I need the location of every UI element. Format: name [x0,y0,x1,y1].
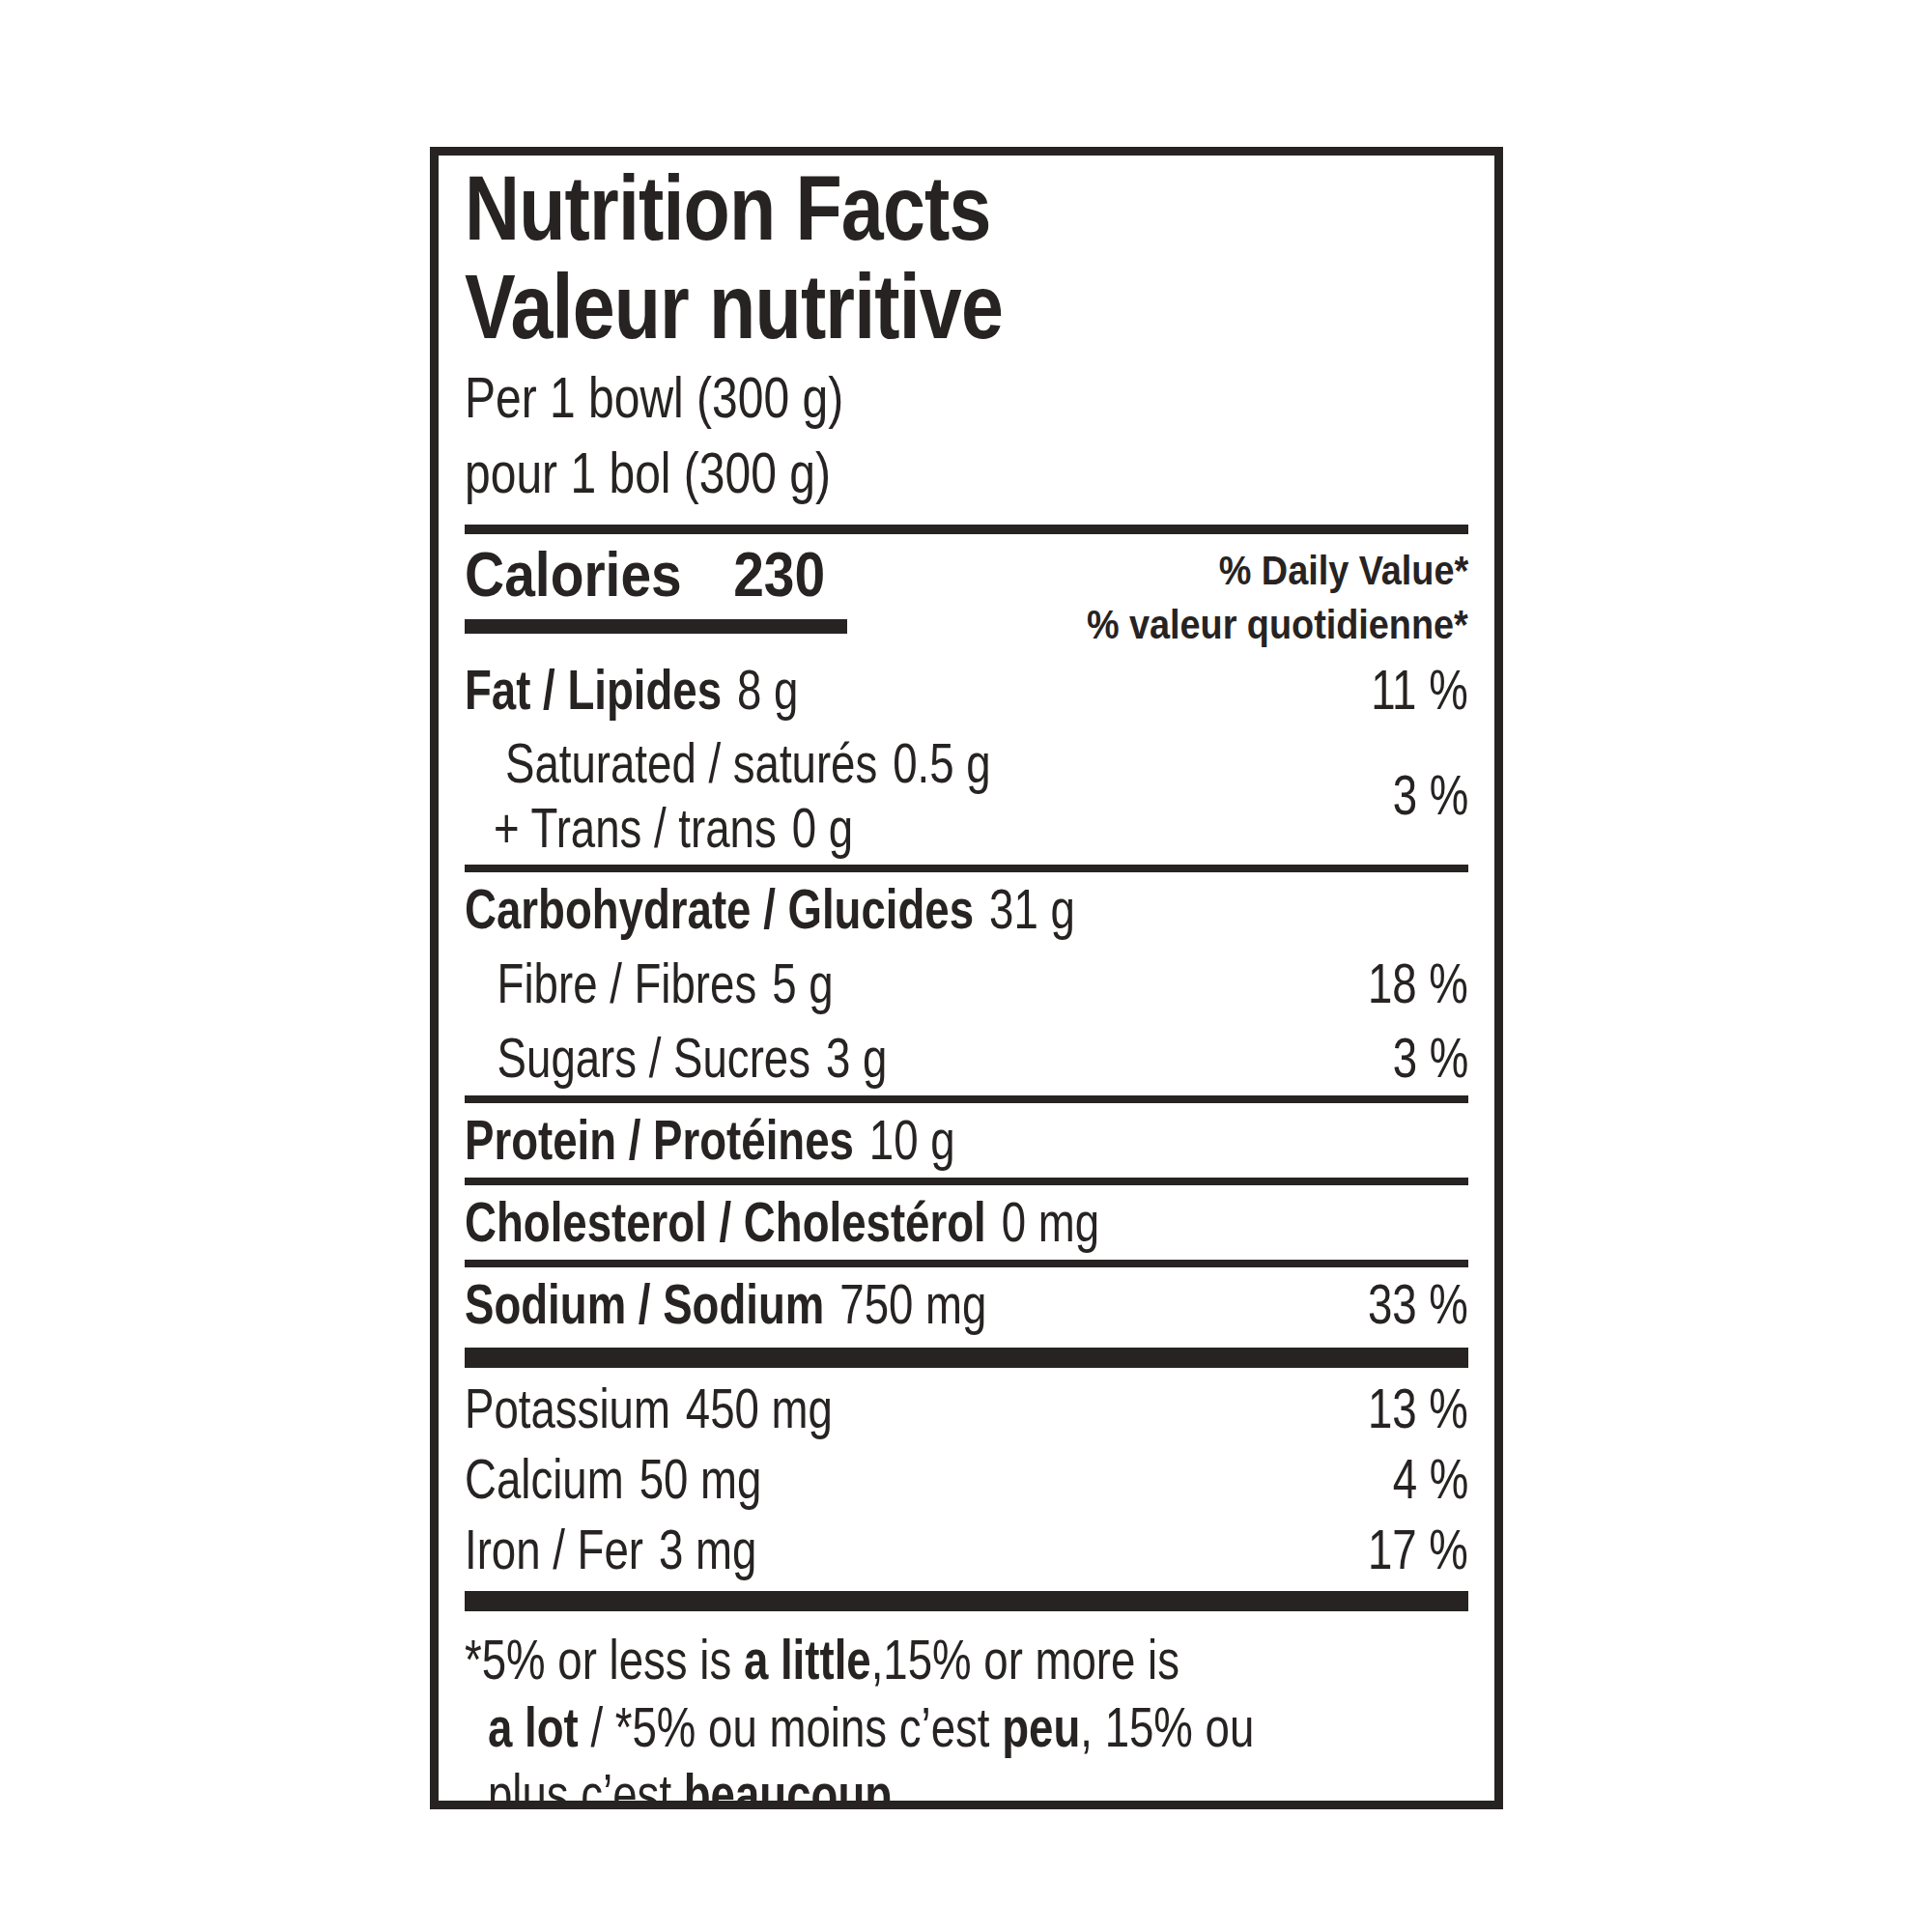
divider [465,525,1468,534]
percent-dv-potassium: 13 % [1368,1381,1468,1436]
percent-dv-sugars: 3 % [1392,1031,1468,1086]
nutrient-row-protein: Protein / Protéines10 g [465,1103,1468,1178]
thick-divider [465,1591,1468,1611]
calories-value: 230 [733,540,825,610]
nutrient-group-saturated-trans: Saturated / saturés0.5 g + Trans / trans… [465,727,1468,866]
thick-divider [465,1348,1468,1368]
nutrient-row-calcium: Calcium50 mg 4 % [465,1444,1468,1515]
serving-size-en: Per 1 bowl (300 g) [465,360,1468,436]
nutrient-row-sodium: Sodium / Sodium750 mg 33 % [465,1267,1468,1342]
percent-dv-calcium: 4 % [1392,1452,1468,1507]
nutrient-row-sugars: Sugars / Sucres3 g 3 % [465,1021,1468,1095]
calories-label: Calories [465,540,682,610]
divider [465,1178,1468,1185]
daily-value-header: % Daily Value* % valeur quotidienne* [1044,544,1468,653]
title-fr-text: Valeur nutritive [465,262,1003,353]
nutrient-row-carbohydrate: Carbohydrate / Glucides31 g [465,872,1468,947]
nutrient-row-fibre: Fibre / Fibres5 g 18 % [465,947,1468,1021]
serving-size-block: Per 1 bowl (300 g) pour 1 bol (300 g) [465,360,1468,511]
serving-size-fr: pour 1 bol (300 g) [465,436,1468,511]
minerals-section: Potassium450 mg 13 % Calcium50 mg 4 % Ir… [465,1374,1468,1585]
nutrient-row-fat: Fat / Lipides8 g 11 % [465,653,1468,727]
percent-dv-saturated-trans: 3 % [1392,768,1468,823]
nutrient-row-trans: + Trans / trans0 g [465,796,1112,861]
percent-dv-iron: 17 % [1368,1522,1468,1577]
nutrient-row-iron: Iron / Fer3 mg 17 % [465,1515,1468,1585]
title-en: Nutrition Facts [465,163,1468,254]
percent-dv-sodium: 33 % [1368,1277,1468,1332]
daily-value-header-en: % Daily Value* [1044,544,1468,598]
footnote-line-3: plus c’est beaucoup [465,1761,1468,1809]
nutrition-facts-label: Nutrition Facts Valeur nutritive Per 1 b… [430,147,1503,1809]
nutrient-row-potassium: Potassium450 mg 13 % [465,1374,1468,1444]
percent-dv-fibre: 18 % [1368,956,1468,1011]
footnote-line-1: *5% or less is a little,15% or more is [465,1627,1468,1694]
calories-section: Calories230 % Daily Value* % valeur quot… [465,544,1468,653]
footnote-line-2: a lot / *5% ou moins c’est peu, 15% ou [465,1694,1468,1762]
daily-value-header-fr: % valeur quotidienne* [1044,598,1468,652]
calories-underline-bar [465,619,847,634]
calories-row: Calories230 [465,544,869,606]
nutrient-row-cholesterol: Cholesterol / Cholestérol0 mg [465,1185,1468,1260]
nutrient-row-saturated: Saturated / saturés0.5 g [465,731,1112,796]
divider [465,865,1468,872]
footnote: *5% or less is a little,15% or more is a… [465,1627,1468,1809]
title-en-text: Nutrition Facts [465,163,991,254]
divider [465,1260,1468,1267]
title-fr: Valeur nutritive [465,262,1468,353]
percent-dv-fat: 11 % [1371,663,1468,718]
divider [465,1095,1468,1103]
